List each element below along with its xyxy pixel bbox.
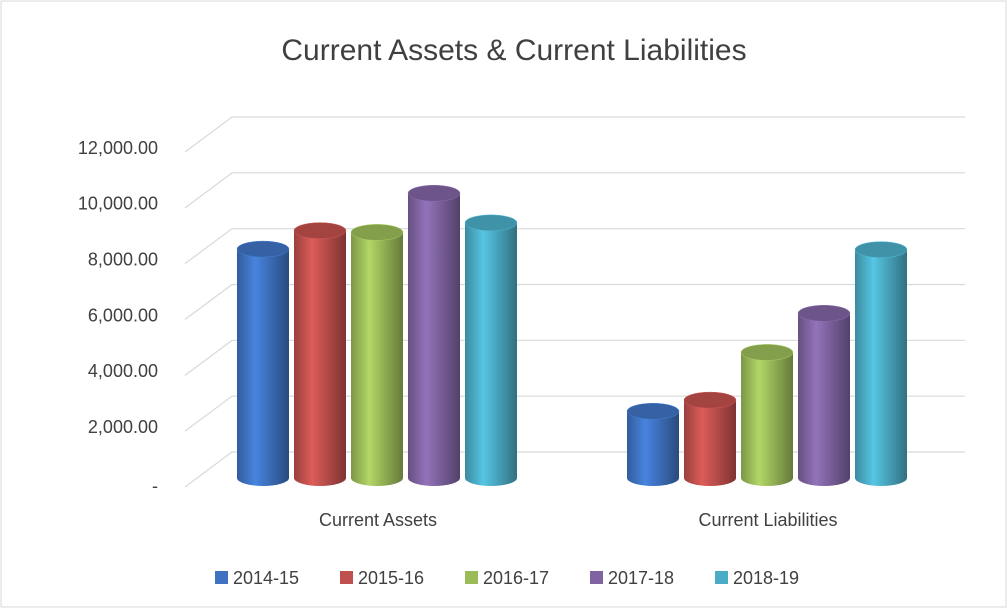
grid-line [184, 339, 965, 376]
legend-swatch [215, 571, 228, 584]
legend-label: 2018-19 [733, 568, 799, 588]
bar [798, 313, 850, 486]
bar [855, 249, 907, 486]
x-tick-label: Current Liabilities [698, 510, 837, 530]
bar [408, 193, 460, 486]
legend-label: 2015-16 [358, 568, 424, 588]
y-tick-label: 10,000.00 [78, 194, 158, 214]
y-tick-label: - [152, 476, 158, 496]
bar-top [740, 344, 794, 361]
bar [351, 232, 403, 486]
bar-top [854, 241, 908, 258]
legend-label: 2017-18 [608, 568, 674, 588]
y-tick-label: 4,000.00 [88, 361, 158, 381]
bar-top [683, 391, 737, 409]
y-tick-label: 2,000.00 [88, 417, 158, 437]
grid-line [184, 116, 965, 153]
legend-swatch [465, 571, 478, 584]
bar-top [407, 185, 461, 202]
bar [465, 222, 517, 486]
bar-top [626, 403, 680, 420]
grid-line [184, 228, 965, 265]
bar [294, 230, 346, 486]
bar-top [797, 305, 851, 322]
chart-title: Current Assets & Current Liabilities [281, 34, 746, 67]
bar [627, 411, 679, 486]
y-tick-label: 8,000.00 [88, 249, 158, 269]
legend-swatch [590, 571, 603, 584]
bar [237, 249, 289, 486]
bar [684, 400, 736, 486]
grid-line [184, 283, 965, 320]
legend-swatch [715, 571, 728, 584]
bar-top [464, 214, 518, 232]
legend-label: 2016-17 [483, 568, 549, 588]
bar-top [293, 222, 347, 239]
legend-label: 2014-15 [233, 568, 299, 588]
y-tick-label: 12,000.00 [78, 138, 158, 158]
x-tick-label: Current Assets [319, 510, 437, 530]
bar-top [350, 224, 404, 241]
grid-line [184, 172, 965, 209]
bar [741, 352, 793, 486]
legend-swatch [340, 571, 353, 584]
bar-top [236, 240, 290, 258]
y-tick-label: 6,000.00 [88, 305, 158, 325]
